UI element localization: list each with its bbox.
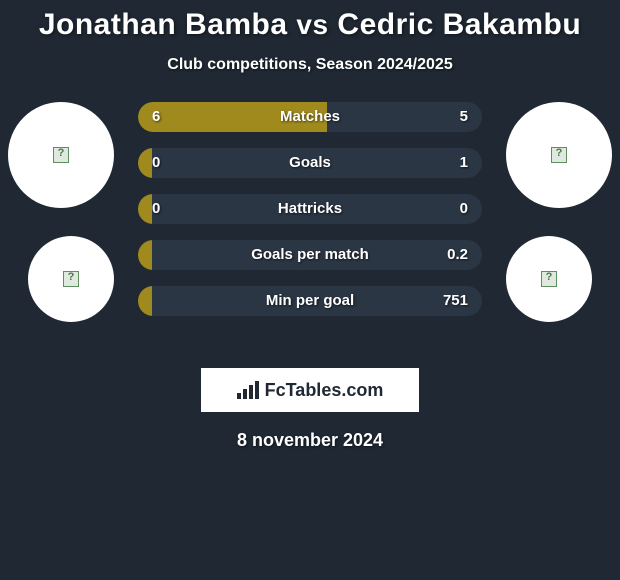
page-title: Jonathan Bamba vs Cedric Bakambu xyxy=(0,0,620,42)
placeholder-icon xyxy=(541,271,557,287)
chart-icon xyxy=(237,381,259,399)
stat-value-right: 0.2 xyxy=(447,240,468,270)
stat-row: 0Goals1 xyxy=(138,148,482,178)
stats-column: 6Matches50Goals10Hattricks0Goals per mat… xyxy=(138,102,482,332)
stat-label: Matches xyxy=(138,102,482,132)
player2-name: Cedric Bakambu xyxy=(337,8,581,41)
vs-text: vs xyxy=(296,9,328,40)
player2-avatar xyxy=(506,102,612,208)
stat-label: Min per goal xyxy=(138,286,482,316)
stat-value-right: 1 xyxy=(460,148,468,178)
stat-row: 0Hattricks0 xyxy=(138,194,482,224)
stat-value-right: 751 xyxy=(443,286,468,316)
stat-label: Goals per match xyxy=(138,240,482,270)
stat-label: Hattricks xyxy=(138,194,482,224)
stat-value-right: 0 xyxy=(460,194,468,224)
comparison-infographic: Jonathan Bamba vs Cedric Bakambu Club co… xyxy=(0,0,620,580)
stat-value-right: 5 xyxy=(460,102,468,132)
date-text: 8 november 2024 xyxy=(0,430,620,451)
player1-club-avatar xyxy=(28,236,114,322)
player1-avatar xyxy=(8,102,114,208)
stat-row: Min per goal751 xyxy=(138,286,482,316)
body-area: 6Matches50Goals10Hattricks0Goals per mat… xyxy=(0,102,620,362)
placeholder-icon xyxy=(53,147,69,163)
player1-name: Jonathan Bamba xyxy=(39,8,288,41)
brand-text: FcTables.com xyxy=(265,380,384,401)
placeholder-icon xyxy=(551,147,567,163)
subtitle: Club competitions, Season 2024/2025 xyxy=(0,56,620,74)
stat-row: Goals per match0.2 xyxy=(138,240,482,270)
stat-row: 6Matches5 xyxy=(138,102,482,132)
stat-label: Goals xyxy=(138,148,482,178)
placeholder-icon xyxy=(63,271,79,287)
brand-badge: FcTables.com xyxy=(201,368,419,412)
player2-club-avatar xyxy=(506,236,592,322)
